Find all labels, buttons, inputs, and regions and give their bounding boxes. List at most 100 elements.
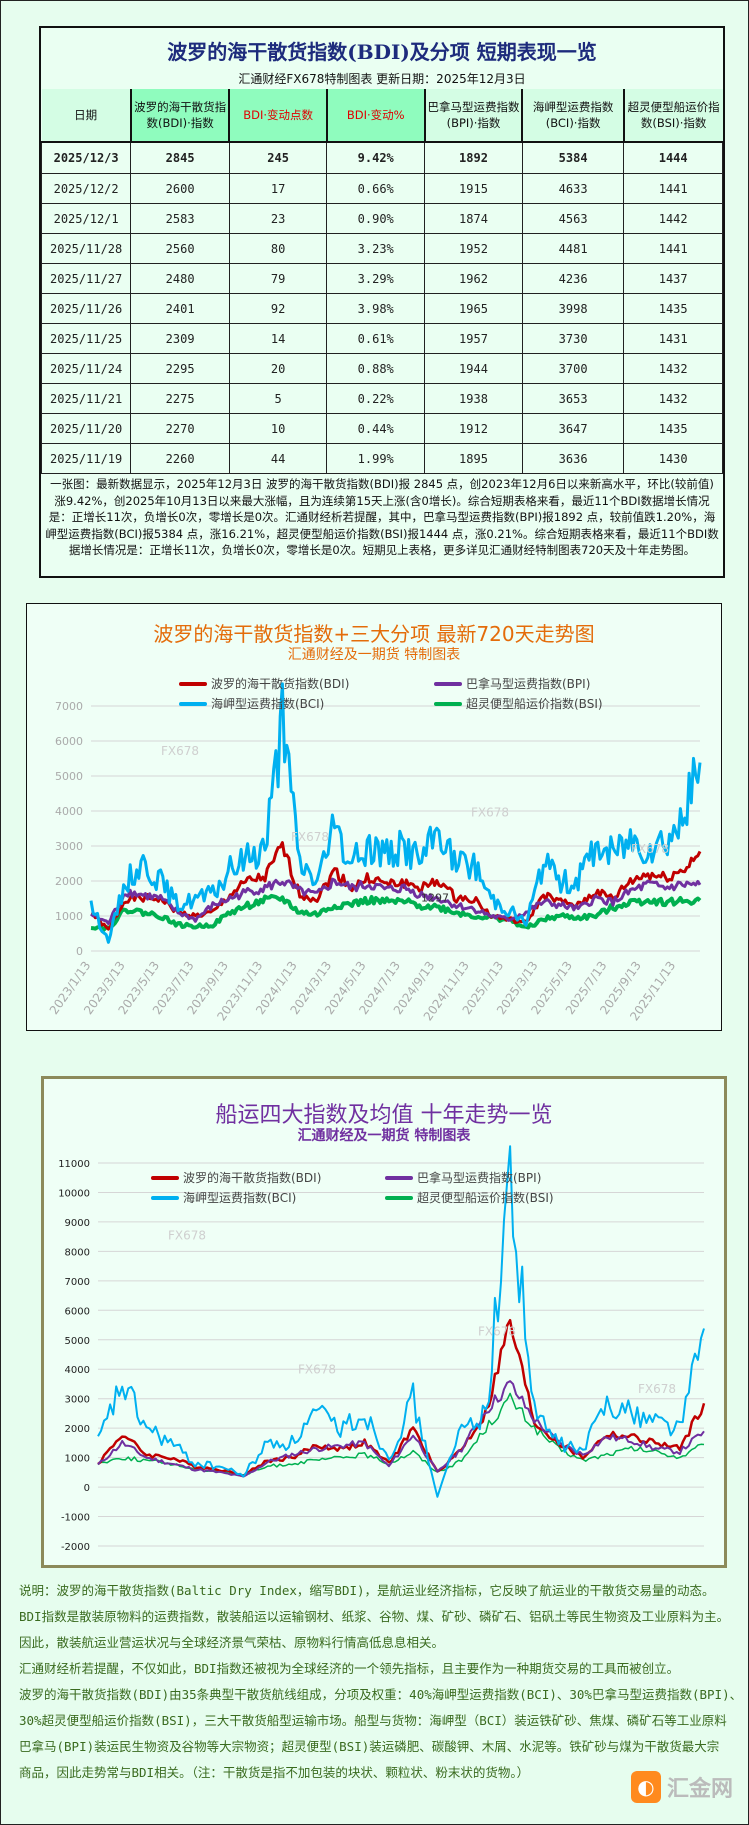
table-cell: 10	[228, 413, 328, 444]
table-cell: 44	[228, 443, 328, 474]
table-row: 2025/12/1 2583 23 0.90% 1874 4563 1442	[40, 203, 723, 234]
annotation-label: 1297	[421, 892, 449, 905]
table-cell: 2480	[130, 263, 230, 294]
legend-swatch	[385, 1195, 413, 1200]
watermark: FX678	[291, 830, 329, 844]
watermark: FX678	[478, 1324, 516, 1338]
table-row: 2025/11/27 2480 79 3.29% 1962 4236 1437	[40, 263, 723, 294]
table-row: 2025/12/2 2600 17 0.66% 1915 4633 1441	[40, 173, 723, 204]
table-cell: 2025/11/19	[40, 443, 132, 474]
y-tick-label: -1000	[61, 1513, 90, 1524]
note-line: 巴拿马(BPI)装运民生物资及谷物等大宗物资；超灵便型(BSI)装运磷肥、碳酸钾…	[19, 1739, 720, 1754]
chart-ten-year: -2000 -1000 0 1000 2000 3000 4000 5000 6000 7000 8…	[41, 1076, 727, 1568]
legend-swatch	[151, 1175, 179, 1180]
table-cell: 1962	[424, 263, 523, 294]
table-cell: 1.99%	[326, 443, 426, 474]
table-row: 2025/11/28 2560 80 3.23% 1952 4481 1441	[40, 233, 723, 264]
gold678-logo: ◐ 汇金网	[631, 1771, 733, 1803]
y-tick-label: 2000	[65, 1424, 90, 1435]
bdi-table: 日期 波罗的海干散货指数(BDI)·指数 BDI·变动点数 BDI·变动% 巴拿…	[40, 89, 723, 474]
table-cell: 92	[228, 293, 328, 324]
table-cell: 2025/11/20	[40, 413, 132, 444]
table-cell: 1430	[623, 443, 723, 474]
table-cell: 2025/11/24	[40, 353, 132, 384]
legend-item: 海岬型运费指数(BCI)	[151, 1189, 296, 1206]
table-cell: 0.22%	[326, 383, 426, 414]
table-cell: 1432	[623, 353, 723, 384]
watermark: FX678	[161, 744, 199, 758]
table-cell: 2025/11/28	[40, 233, 132, 264]
table-cell: 2025/12/3	[40, 141, 132, 174]
table-cell: 0.61%	[326, 323, 426, 354]
table-row: 2025/12/3 2845 245 9.42% 1892 5384 1444	[40, 141, 723, 174]
table-cell: 0.90%	[326, 203, 426, 234]
table-cell: 2275	[130, 383, 230, 414]
table-cell: 2583	[130, 203, 230, 234]
table-subtitle: 汇通财经FX678特制图表 更新日期：2025年12月3日	[238, 72, 526, 86]
table-cell: 1912	[424, 413, 523, 444]
table-cell: 1915	[424, 173, 523, 204]
table-cell: 3700	[521, 353, 625, 384]
legend-label: 巴拿马型运费指数(BPI)	[466, 677, 591, 691]
table-cell: 3.98%	[326, 293, 426, 324]
legend-item: 海岬型运费指数(BCI)	[179, 695, 324, 712]
watermark: FX678	[298, 1363, 336, 1377]
y-tick-label: 7000	[65, 1277, 90, 1288]
table-cell: 3.29%	[326, 263, 426, 294]
table-cell: 3.23%	[326, 233, 426, 264]
table-cell: 1957	[424, 323, 523, 354]
table-cell: 3998	[521, 293, 625, 324]
table-cell: 1892	[424, 141, 523, 174]
note-line: 汇通财经析若提醒，不仅如此，BDI指数还被视为全球经济的一个领先指标，且主要作为…	[19, 1661, 680, 1676]
bdi-summary-table-panel: 波罗的海干散货指数(BDI)及分项 短期表现一览 汇通财经FX678特制图表 更…	[39, 26, 725, 578]
table-cell: 2295	[130, 353, 230, 384]
table-row: 2025/11/19 2260 44 1.99% 1895 3636 1430	[40, 443, 723, 474]
table-row: 2025/11/21 2275 5 0.22% 1938 3653 1432	[40, 383, 723, 414]
chart1-subtitle: 汇通财经及一期货 特制图表	[287, 647, 461, 663]
legend-item: 波罗的海干散货指数(BDI)	[179, 675, 349, 692]
table-cell: 2025/12/2	[40, 173, 132, 204]
y-tick-label: 9000	[65, 1218, 90, 1229]
note-line: 波罗的海干散货指数(BDI)由35条典型干散货航线组成，分项及权重：40%海岬型…	[19, 1687, 743, 1702]
series-line	[97, 1145, 705, 1498]
table-cell: 1437	[623, 263, 723, 294]
chart1-title: 波罗的海干散货指数+三大分项 最新720天走势图	[153, 622, 595, 646]
table-cell: 5	[228, 383, 328, 414]
note-line: BDI指数是散装原物料的运费指数，散装船运以运输钢材、纸浆、谷物、煤、矿砂、磷矿…	[19, 1609, 730, 1624]
table-cell: 0.44%	[326, 413, 426, 444]
header-bdi-change: BDI·变动点数	[229, 89, 328, 143]
watermark: FX678	[471, 805, 509, 819]
y-tick-label: 4000	[65, 1365, 90, 1376]
series-line	[90, 841, 702, 931]
legend-label: 超灵便型船运价指数(BSI)	[417, 1191, 554, 1205]
table-row: 2025/11/24 2295 20 0.88% 1944 3700 1432	[40, 353, 723, 384]
table-cell: 1435	[623, 293, 723, 324]
table-cell: 3636	[521, 443, 625, 474]
table-cell: 1435	[623, 413, 723, 444]
note-line: 商品，因此走势常与BDI相关。（注：干散货是指不加包装的块状、颗粒状、粉末状的货…	[19, 1765, 530, 1780]
table-row: 2025/11/25 2309 14 0.61% 1957 3730 1431	[40, 323, 723, 354]
table-cell: 1432	[623, 383, 723, 414]
legend-item: 波罗的海干散货指数(BDI)	[151, 1169, 321, 1186]
table-cell: 2025/11/25	[40, 323, 132, 354]
legend-item: 超灵便型船运价指数(BSI)	[385, 1189, 554, 1206]
table-cell: 0.66%	[326, 173, 426, 204]
table-cell: 4236	[521, 263, 625, 294]
table-cell: 1441	[623, 173, 723, 204]
table-cell: 23	[228, 203, 328, 234]
legend-swatch	[179, 681, 207, 686]
table-cell: 2025/11/21	[40, 383, 132, 414]
table-cell: 79	[228, 263, 328, 294]
note-line: 30%超灵便型船运价指数(BSI)，三大干散货船型运输市场。船型与货物：海岬型（…	[19, 1713, 727, 1728]
explanation-notes: 说明：波罗的海干散货指数(Baltic Dry Index，缩写BDI)，是航运…	[19, 1578, 748, 1786]
legend-swatch	[434, 701, 462, 706]
table-cell: 2600	[130, 173, 230, 204]
legend-label: 波罗的海干散货指数(BDI)	[183, 1171, 322, 1185]
table-header-row: 日期 波罗的海干散货指数(BDI)·指数 BDI·变动点数 BDI·变动% 巴拿…	[41, 89, 723, 143]
table-cell: 14	[228, 323, 328, 354]
watermark: FX678	[638, 1382, 676, 1396]
chart-720-day: 0 1000 2000 3000 4000 5000 6000 7000 2023/1/13 20…	[26, 603, 722, 1031]
table-cell: 2025/11/27	[40, 263, 132, 294]
y-tick-label: 2000	[55, 875, 83, 888]
table-cell: 2309	[130, 323, 230, 354]
